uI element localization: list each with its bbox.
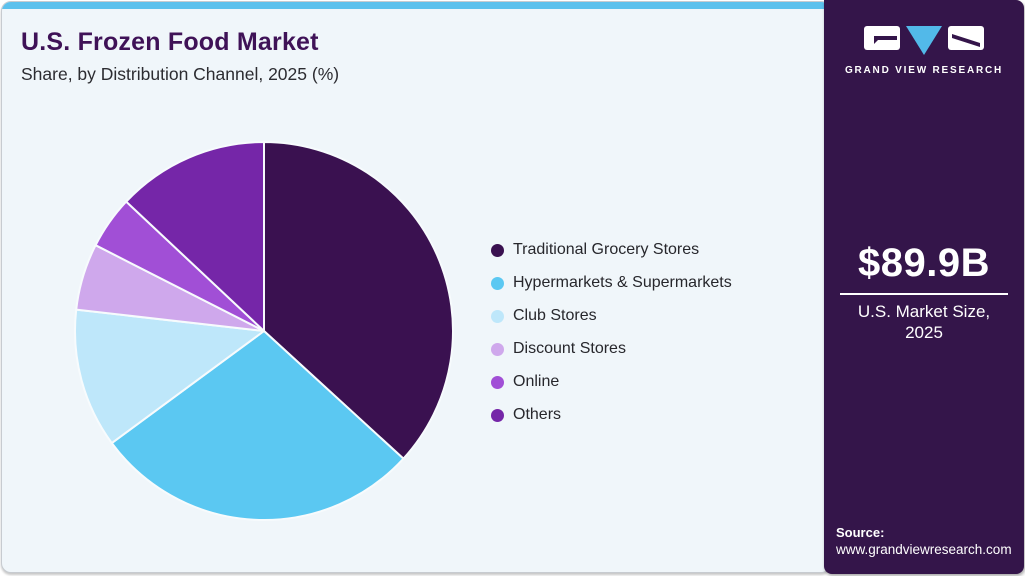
source-block: Source: www.grandviewresearch.com bbox=[836, 525, 1012, 557]
brand-name: GRAND VIEW RESEARCH bbox=[844, 65, 1004, 76]
pie-slice-traditional-grocery-stores bbox=[263, 141, 454, 460]
legend-dot-icon bbox=[491, 342, 504, 356]
market-size-block: $89.9B U.S. Market Size, 2025 bbox=[824, 241, 1024, 344]
pie-svg bbox=[74, 141, 454, 521]
legend-item-others: Others bbox=[491, 404, 732, 426]
pie-slice-hypermarkets-supermarkets bbox=[110, 330, 405, 521]
legend-dot-icon bbox=[491, 243, 504, 257]
chart-header: U.S. Frozen Food Market Share, by Distri… bbox=[21, 28, 339, 85]
pie-slice-club-stores bbox=[74, 308, 265, 445]
top-accent-bar bbox=[2, 2, 830, 9]
source-url: www.grandviewresearch.com bbox=[836, 542, 1012, 557]
legend-dot-icon bbox=[491, 309, 504, 323]
legend: Traditional Grocery Stores Hypermarkets &… bbox=[491, 239, 732, 437]
brand-block: GRAND VIEW RESEARCH bbox=[824, 24, 1024, 76]
legend-dot-icon bbox=[491, 408, 504, 422]
legend-item-discount-stores: Discount Stores bbox=[491, 338, 732, 360]
chart-title: U.S. Frozen Food Market bbox=[21, 28, 319, 56]
legend-label: Traditional Grocery Stores bbox=[513, 241, 700, 258]
pie-slice-others bbox=[125, 141, 265, 332]
legend-label: Others bbox=[513, 406, 562, 423]
legend-item-hypermarkets-supermarkets: Hypermarkets & Supermarkets bbox=[491, 272, 732, 294]
market-size-divider bbox=[840, 293, 1008, 295]
legend-label: Club Stores bbox=[513, 307, 597, 324]
legend-label: Online bbox=[513, 373, 560, 390]
market-size-label-line1: U.S. Market Size, bbox=[857, 302, 991, 321]
chart-subtitle: Share, by Distribution Channel, 2025 (%) bbox=[21, 64, 340, 84]
legend-item-club-stores: Club Stores bbox=[491, 305, 732, 327]
legend-item-online: Online bbox=[491, 371, 732, 393]
market-size-label: U.S. Market Size, 2025 bbox=[824, 301, 1024, 344]
legend-dot-icon bbox=[491, 375, 504, 389]
sidebar: GRAND VIEW RESEARCH $89.9B U.S. Market S… bbox=[824, 0, 1024, 574]
pie-chart bbox=[64, 131, 464, 531]
legend-item-traditional-grocery-stores: Traditional Grocery Stores bbox=[491, 239, 732, 261]
legend-label: Hypermarkets & Supermarkets bbox=[513, 274, 732, 291]
chart-panel: U.S. Frozen Food Market Share, by Distri… bbox=[1, 1, 831, 573]
market-size-label-line2: 2025 bbox=[905, 323, 943, 343]
gvr-logo-icon bbox=[864, 26, 984, 55]
legend-label: Discount Stores bbox=[513, 340, 626, 357]
market-size-value: $89.9B bbox=[858, 241, 990, 285]
legend-dot-icon bbox=[491, 276, 504, 290]
source-label: Source: bbox=[836, 525, 885, 540]
